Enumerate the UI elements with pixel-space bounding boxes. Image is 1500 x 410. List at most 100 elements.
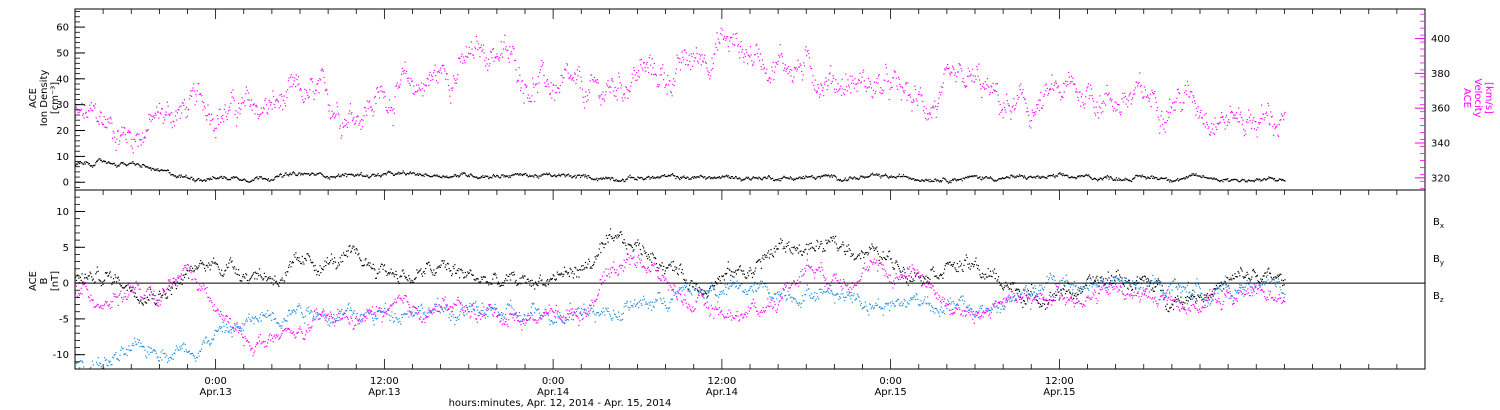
data-point: [1273, 177, 1276, 180]
data-point: [1262, 113, 1264, 115]
data-point: [981, 176, 983, 178]
data-point: [676, 267, 678, 269]
data-point: [1213, 288, 1215, 290]
data-point: [1244, 181, 1246, 183]
data-point: [1215, 178, 1217, 180]
data-point: [1030, 175, 1032, 177]
data-point: [991, 178, 993, 180]
data-point: [129, 162, 132, 164]
data-point: [364, 259, 366, 261]
data-point: [673, 175, 675, 177]
data-point: [729, 40, 731, 42]
data-point: [311, 78, 313, 80]
data-point: [947, 68, 949, 70]
data-point: [1200, 176, 1202, 178]
data-point: [1184, 178, 1186, 180]
data-point: [458, 57, 460, 59]
data-point: [200, 263, 203, 265]
data-point: [653, 257, 655, 259]
data-point: [107, 365, 109, 367]
data-point: [368, 265, 370, 267]
data-point: [152, 168, 154, 170]
data-point: [566, 271, 568, 273]
data-point: [1146, 177, 1148, 179]
data-point: [983, 87, 985, 89]
data-point: [317, 173, 319, 175]
data-point: [598, 178, 600, 180]
data-point: [721, 34, 723, 36]
data-point: [107, 118, 109, 121]
data-point: [569, 76, 571, 78]
data-point: [1179, 302, 1181, 304]
data-point: [778, 54, 780, 56]
data-point: [681, 51, 683, 53]
data-point: [250, 180, 253, 182]
data-point: [990, 85, 992, 87]
data-point: [1053, 84, 1055, 86]
data-point: [626, 89, 628, 91]
data-point: [356, 116, 358, 118]
data-point: [131, 147, 134, 149]
data-point: [854, 258, 856, 260]
data-point: [300, 307, 302, 309]
data-point: [1092, 100, 1095, 102]
data-point: [1263, 119, 1265, 121]
data-point: [500, 176, 502, 178]
data-point: [855, 83, 857, 85]
data-point: [684, 281, 687, 283]
data-point: [1228, 180, 1230, 182]
data-point: [1252, 119, 1254, 121]
data-point: [378, 91, 380, 93]
data-point: [788, 66, 790, 68]
data-point: [212, 262, 214, 264]
data-point: [813, 84, 815, 86]
data-point: [233, 266, 236, 268]
data-point: [649, 178, 651, 180]
data-point: [922, 276, 925, 278]
data-point: [132, 161, 134, 163]
data-point: [505, 175, 507, 177]
data-point: [187, 109, 189, 111]
data-point: [1067, 281, 1069, 283]
data-point: [300, 311, 303, 314]
data-point: [1181, 301, 1183, 303]
data-point: [104, 359, 107, 362]
data-point: [1035, 175, 1038, 177]
data-point: [1250, 127, 1253, 130]
data-point: [296, 309, 298, 311]
data-point: [1272, 125, 1274, 127]
data-point: [1038, 302, 1040, 304]
data-point: [387, 171, 389, 173]
data-point: [585, 266, 587, 268]
data-point: [662, 174, 664, 177]
data-point: [664, 273, 666, 275]
data-point: [707, 177, 709, 179]
data-point: [898, 268, 900, 270]
data-point: [834, 175, 836, 177]
data-point: [1047, 303, 1049, 305]
data-point: [148, 166, 150, 169]
data-point: [306, 173, 308, 175]
data-point: [971, 68, 974, 70]
data-point: [685, 64, 687, 66]
data-point: [192, 354, 194, 356]
data-point: [946, 68, 948, 70]
data-point: [866, 176, 868, 178]
data-point: [864, 252, 866, 254]
data-point: [96, 271, 98, 273]
data-point: [146, 165, 148, 168]
data-point: [144, 137, 146, 139]
data-point: [371, 268, 373, 270]
data-point: [586, 177, 588, 179]
data-point: [517, 173, 519, 175]
data-point: [904, 272, 906, 274]
data-point: [120, 162, 122, 164]
data-point: [621, 84, 623, 86]
data-point: [554, 174, 556, 176]
data-point: [196, 90, 198, 92]
data-point: [855, 258, 857, 260]
data-point: [191, 95, 193, 97]
data-point: [826, 80, 828, 82]
data-point: [398, 173, 400, 175]
data-point: [666, 175, 668, 178]
